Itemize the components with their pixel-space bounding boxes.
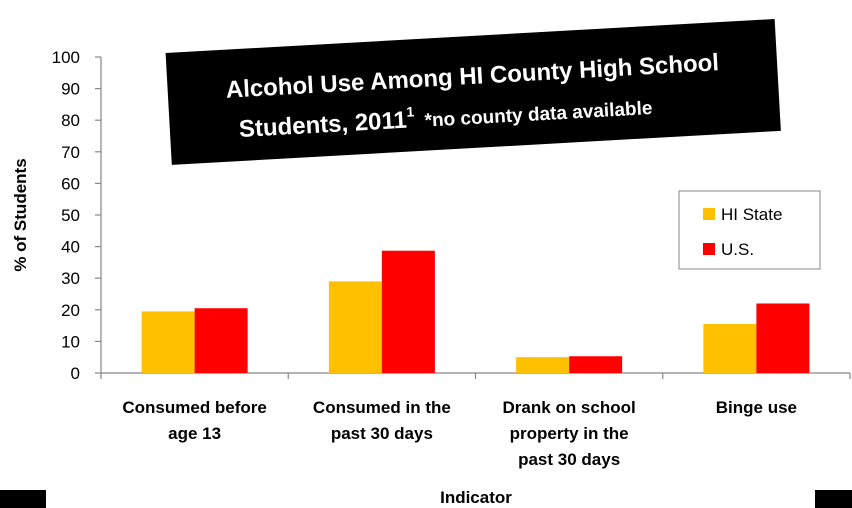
- chart-title-banner: Alcohol Use Among HI County High School …: [165, 18, 781, 165]
- bar-hi-state: [141, 311, 195, 373]
- bar-us: [756, 303, 810, 373]
- legend: HI State U.S.: [678, 190, 821, 270]
- y-tick-label: 20: [61, 301, 80, 320]
- category-label-line: Consumed in the: [313, 398, 451, 417]
- chart-title-superscript: 1: [406, 103, 415, 119]
- category-label: Consumed before age 13: [122, 398, 267, 443]
- y-tick-label: 80: [61, 111, 80, 130]
- corner-block-right: [815, 490, 852, 508]
- category-label: Drank on school property in the past 30 da…: [503, 398, 636, 469]
- category-label-line: Binge use: [716, 398, 797, 417]
- y-tick-label: 90: [61, 80, 80, 99]
- category-label-line: Drank on school: [503, 398, 636, 417]
- legend-swatch-hi-state: [703, 208, 715, 220]
- category-label-line: property in the: [510, 424, 629, 443]
- y-tick-label: 70: [61, 143, 80, 162]
- x-axis-ticks: [100, 373, 851, 379]
- y-tick-label: 0: [71, 364, 80, 383]
- bar-us: [569, 356, 623, 373]
- y-tick-label: 10: [61, 332, 80, 351]
- y-tick-label: 60: [61, 174, 80, 193]
- bar-us: [381, 250, 435, 373]
- y-axis-ticks: 0 10 20 30 40 50 60 70 80 90 100: [52, 48, 101, 383]
- bar-hi-state: [703, 324, 757, 373]
- bar-hi-state: [328, 281, 382, 373]
- bar-hi-state: [516, 357, 570, 373]
- legend-swatch-us: [703, 243, 715, 255]
- x-axis-title: Indicator: [440, 488, 512, 507]
- bar-us: [194, 308, 248, 373]
- category-label: Consumed in the past 30 days: [313, 398, 451, 443]
- corner-block-left: [0, 490, 46, 508]
- category-label: Binge use: [716, 398, 797, 417]
- y-tick-label: 30: [61, 269, 80, 288]
- category-label-line: age 13: [168, 424, 221, 443]
- legend-label-hi-state: HI State: [721, 205, 782, 224]
- title-background: [165, 18, 781, 165]
- category-label-line: past 30 days: [518, 450, 620, 469]
- legend-box: [678, 190, 821, 270]
- category-label-line: Consumed before: [122, 398, 267, 417]
- category-label-line: past 30 days: [331, 424, 433, 443]
- bars: [141, 250, 810, 373]
- y-tick-label: 50: [61, 206, 80, 225]
- legend-label-us: U.S.: [721, 240, 754, 259]
- category-labels: Consumed before age 13 Consumed in the past…: [122, 398, 797, 469]
- y-tick-label: 100: [52, 48, 80, 67]
- y-axis-title: % of Students: [11, 158, 30, 271]
- y-tick-label: 40: [61, 238, 80, 257]
